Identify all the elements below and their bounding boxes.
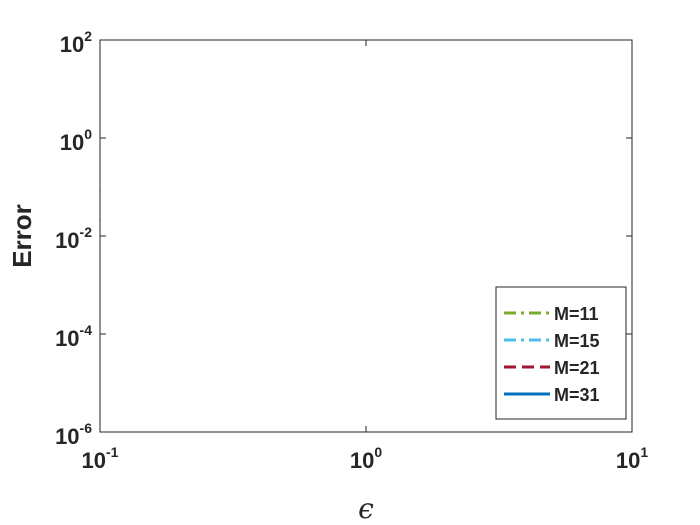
x-axis-label: ϵ xyxy=(358,492,374,525)
x-tick-label: 10-1 xyxy=(82,444,119,473)
y-tick-label: 10-6 xyxy=(55,420,92,449)
y-tick-base: 10 xyxy=(60,32,84,57)
y-axis-label: Error xyxy=(7,204,37,268)
y-tick-exponent: -2 xyxy=(80,224,93,240)
legend-label: M=11 xyxy=(554,304,599,324)
y-tick-base: 10 xyxy=(60,130,84,155)
legend-label: M=31 xyxy=(554,385,600,405)
y-tick-exponent: -6 xyxy=(80,420,93,436)
x-tick-label: 100 xyxy=(350,444,382,473)
x-tick-base: 10 xyxy=(350,448,374,473)
y-tick-base: 10 xyxy=(55,424,79,449)
x-tick-base: 10 xyxy=(616,448,640,473)
legend-label: M=21 xyxy=(554,358,600,378)
y-tick-label: 102 xyxy=(60,28,92,57)
y-tick-label: 10-4 xyxy=(55,322,92,351)
legend-box xyxy=(495,286,627,420)
y-tick-base: 10 xyxy=(55,228,79,253)
x-tick-base: 10 xyxy=(82,448,106,473)
y-tick-label: 10-2 xyxy=(55,224,92,253)
y-tick-label: 100 xyxy=(60,126,92,155)
x-tick-exponent: -1 xyxy=(106,444,119,460)
x-tick-exponent: 1 xyxy=(640,444,648,460)
x-tick-exponent: 0 xyxy=(374,444,382,460)
y-tick-exponent: 2 xyxy=(84,28,92,44)
y-tick-base: 10 xyxy=(55,326,79,351)
y-tick-exponent: 0 xyxy=(84,126,92,142)
y-tick-exponent: -4 xyxy=(80,322,93,338)
legend-label: M=15 xyxy=(554,331,600,351)
x-tick-label: 101 xyxy=(616,444,648,473)
